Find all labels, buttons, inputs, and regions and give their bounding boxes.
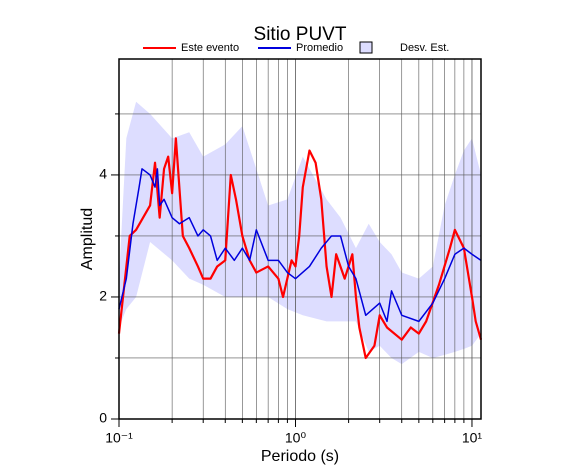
x-tick-label: 10⁰ [285,430,307,446]
legend-label: Promedio [296,42,343,54]
y-tick-label: 0 [99,410,107,426]
legend-swatch [359,41,373,54]
series-line [118,168,482,323]
legend-label: Este evento [181,42,239,54]
chart-title: Sitio PUVT [254,24,347,45]
plot-frame [118,58,482,420]
legend-label: Desv. Est. [400,42,449,54]
y-tick-label: 2 [99,288,107,304]
series-line [117,137,483,360]
x-tick-label: 10¹ [462,430,483,446]
x-tick-label: 10⁻¹ [105,430,133,446]
x-axis-label: Periodo (s) [261,448,339,465]
y-tick-label: 4 [99,166,107,182]
y-axis-label: Amplitud [79,208,96,270]
